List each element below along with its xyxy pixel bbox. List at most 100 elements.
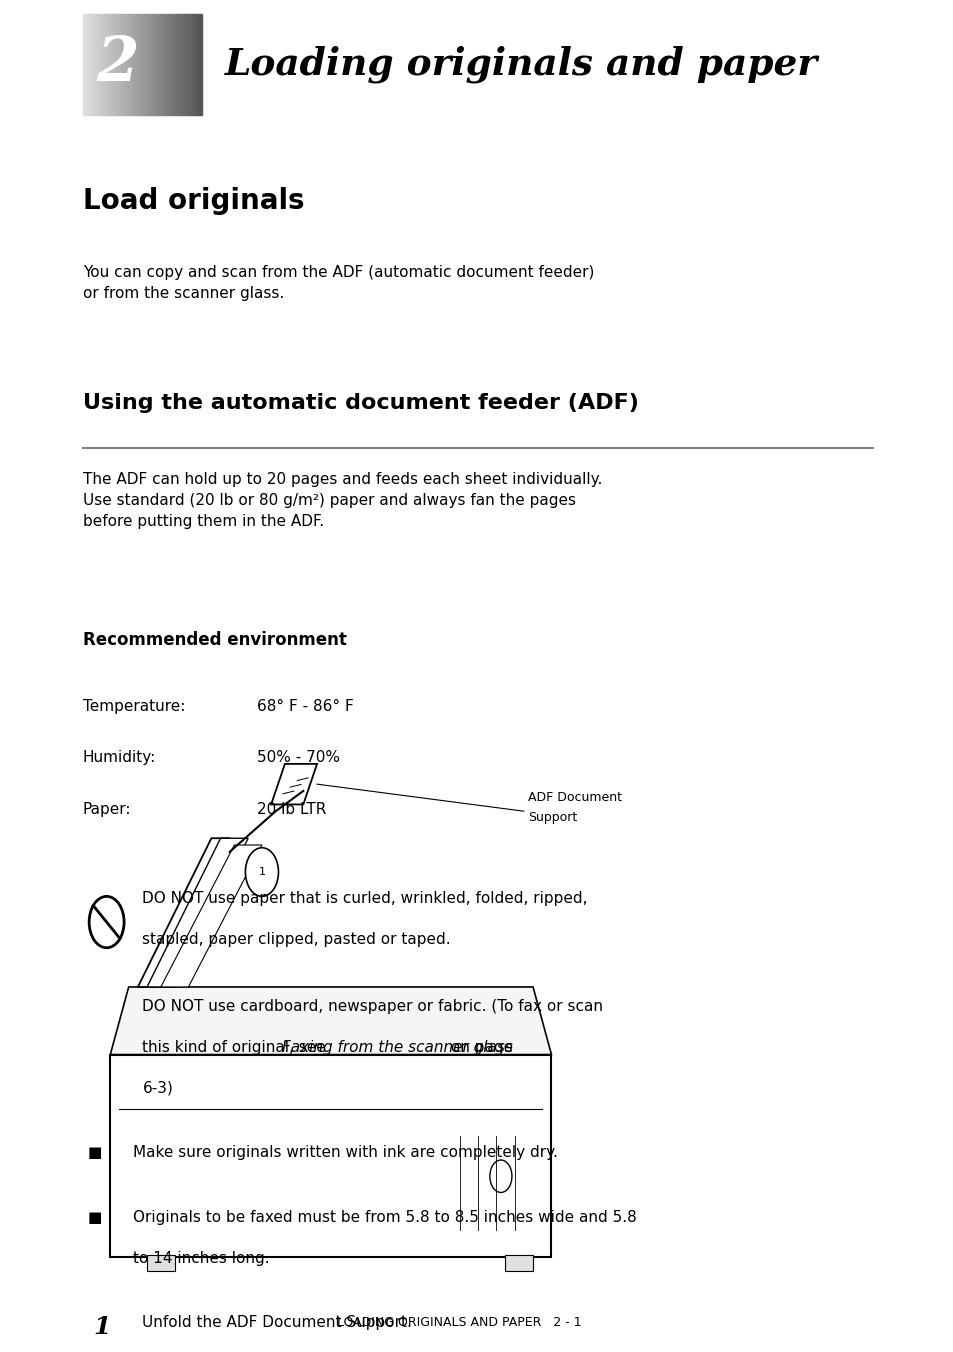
- Bar: [106, 14, 107, 115]
- Text: Using the automatic document feeder (ADF): Using the automatic document feeder (ADF…: [83, 393, 638, 414]
- Bar: [193, 14, 194, 115]
- Text: ADF Document: ADF Document: [528, 791, 621, 804]
- Text: 20 lb LTR: 20 lb LTR: [257, 802, 326, 817]
- Bar: [86, 14, 88, 115]
- Polygon shape: [161, 845, 262, 987]
- Text: Support: Support: [528, 811, 578, 825]
- Bar: [151, 14, 152, 115]
- Bar: [192, 14, 193, 115]
- Bar: [112, 14, 113, 115]
- Polygon shape: [111, 987, 551, 1055]
- Bar: [93, 14, 94, 115]
- Bar: [117, 14, 118, 115]
- Bar: [139, 14, 140, 115]
- Bar: [171, 14, 172, 115]
- Bar: [142, 14, 144, 115]
- Bar: [104, 14, 106, 115]
- Text: DO NOT use cardboard, newspaper or fabric. (To fax or scan: DO NOT use cardboard, newspaper or fabri…: [142, 999, 603, 1014]
- Text: Humidity:: Humidity:: [83, 750, 155, 765]
- Bar: [194, 14, 196, 115]
- Bar: [197, 14, 198, 115]
- Bar: [178, 14, 179, 115]
- Text: Load originals: Load originals: [83, 187, 304, 215]
- Text: 1: 1: [258, 867, 265, 877]
- Bar: [111, 14, 112, 115]
- Text: Loading originals and paper: Loading originals and paper: [225, 46, 818, 82]
- Bar: [183, 14, 184, 115]
- Bar: [91, 14, 92, 115]
- Bar: [102, 14, 103, 115]
- Text: ■: ■: [88, 1210, 102, 1225]
- Text: 2: 2: [96, 34, 139, 95]
- Bar: [166, 14, 168, 115]
- Bar: [175, 14, 177, 115]
- Bar: [95, 14, 97, 115]
- Bar: [103, 14, 104, 115]
- Bar: [169, 14, 170, 115]
- Bar: [177, 14, 178, 115]
- Bar: [127, 14, 128, 115]
- Bar: [168, 14, 169, 115]
- Text: Faxing from the scanner glass: Faxing from the scanner glass: [282, 1040, 513, 1055]
- Bar: [97, 14, 98, 115]
- Text: ■: ■: [88, 1145, 102, 1160]
- Bar: [115, 14, 116, 115]
- Bar: [179, 14, 180, 115]
- Bar: [144, 14, 145, 115]
- Text: The ADF can hold up to 20 pages and feeds each sheet individually.
Use standard : The ADF can hold up to 20 pages and feed…: [83, 472, 601, 529]
- Text: Unfold the ADF Document Support.: Unfold the ADF Document Support.: [142, 1315, 412, 1330]
- Bar: [123, 14, 125, 115]
- Bar: [118, 14, 120, 115]
- Bar: [130, 14, 131, 115]
- Bar: [173, 14, 174, 115]
- Bar: [84, 14, 85, 115]
- Bar: [165, 14, 166, 115]
- Bar: [182, 14, 183, 115]
- Polygon shape: [138, 838, 230, 987]
- Bar: [160, 14, 161, 115]
- Bar: [135, 14, 136, 115]
- Bar: [163, 14, 164, 115]
- Bar: [121, 14, 122, 115]
- Bar: [188, 14, 189, 115]
- Bar: [180, 14, 182, 115]
- Bar: [161, 14, 163, 115]
- Text: stapled, paper clipped, pasted or taped.: stapled, paper clipped, pasted or taped.: [142, 932, 451, 946]
- Text: on page: on page: [445, 1040, 513, 1055]
- Text: this kind of original, see: this kind of original, see: [142, 1040, 331, 1055]
- Bar: [164, 14, 165, 115]
- Bar: [122, 14, 123, 115]
- Circle shape: [245, 848, 278, 896]
- Text: 68° F - 86° F: 68° F - 86° F: [257, 699, 354, 714]
- Text: 1: 1: [93, 1315, 111, 1340]
- Bar: [85, 14, 86, 115]
- Text: Make sure originals written with ink are completely dry.: Make sure originals written with ink are…: [133, 1145, 558, 1160]
- Bar: [120, 14, 121, 115]
- Bar: [147, 14, 149, 115]
- Polygon shape: [111, 1055, 551, 1257]
- Bar: [141, 14, 142, 115]
- Bar: [146, 14, 147, 115]
- Bar: [88, 14, 89, 115]
- Bar: [100, 14, 102, 115]
- Bar: [140, 14, 141, 115]
- Bar: [94, 14, 95, 115]
- Bar: [172, 14, 173, 115]
- Bar: [184, 14, 185, 115]
- Text: 6-3): 6-3): [142, 1080, 173, 1095]
- Text: Recommended environment: Recommended environment: [83, 631, 346, 649]
- Bar: [149, 14, 150, 115]
- Bar: [131, 14, 132, 115]
- Text: to 14 inches long.: to 14 inches long.: [133, 1251, 270, 1265]
- Bar: [89, 14, 90, 115]
- Text: Paper:: Paper:: [83, 802, 132, 817]
- Bar: [198, 14, 199, 115]
- Text: LOADING ORIGINALS AND PAPER   2 - 1: LOADING ORIGINALS AND PAPER 2 - 1: [336, 1315, 581, 1329]
- Bar: [152, 14, 153, 115]
- Bar: [505, 1255, 533, 1271]
- Bar: [107, 14, 108, 115]
- Bar: [170, 14, 171, 115]
- Text: Temperature:: Temperature:: [83, 699, 185, 714]
- Bar: [108, 14, 109, 115]
- Bar: [99, 14, 100, 115]
